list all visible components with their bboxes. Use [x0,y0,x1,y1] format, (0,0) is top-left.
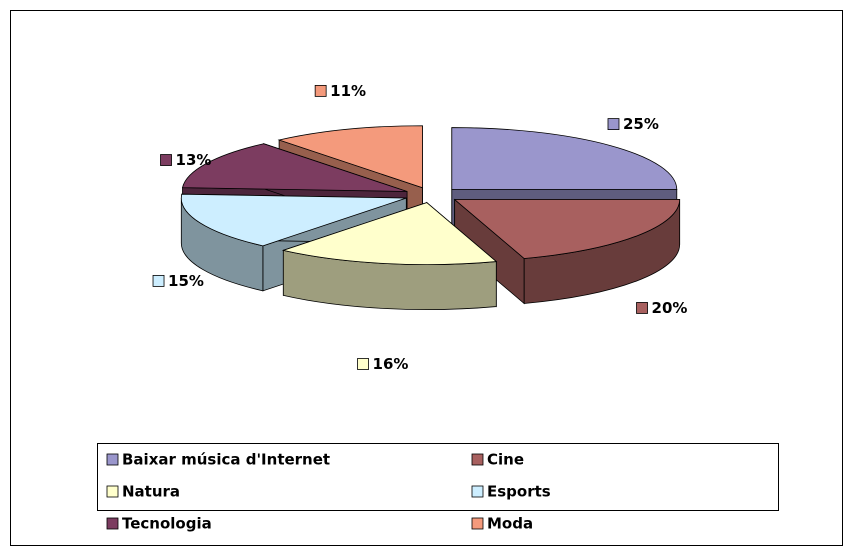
legend-box [97,443,779,511]
legend-label: Tecnologia [122,515,212,533]
data-label: 20% [652,299,688,317]
label-swatch [607,118,620,130]
legend-swatch [106,453,119,466]
data-label: 15% [168,272,204,290]
label-swatch [160,154,172,166]
label-swatch [314,84,327,97]
legend-label: Natura [122,483,180,501]
slice-top [180,193,407,247]
legend-label: Moda [487,515,533,533]
legend-swatch [106,517,119,530]
slice-top [181,143,408,192]
slice-top [281,202,498,265]
data-label: 25% [623,115,659,133]
label-swatch [636,302,648,314]
slice [453,198,681,305]
slice-top [277,125,423,189]
slice-top [451,127,678,190]
data-label: 16% [373,355,409,373]
legend-swatch [471,517,484,530]
data-label: 13% [176,151,212,169]
legend-label: Cine [487,451,524,469]
label-swatch [357,358,369,370]
label-swatch [152,274,165,287]
data-label: 11% [330,82,366,100]
legend-label: Baixar música d'Internet [122,451,330,469]
slice [281,201,498,310]
legend-swatch [471,453,484,466]
legend-swatch [106,485,119,498]
legend-label: Esports [487,483,551,501]
slice-top [453,199,681,259]
legend-swatch [471,485,484,498]
